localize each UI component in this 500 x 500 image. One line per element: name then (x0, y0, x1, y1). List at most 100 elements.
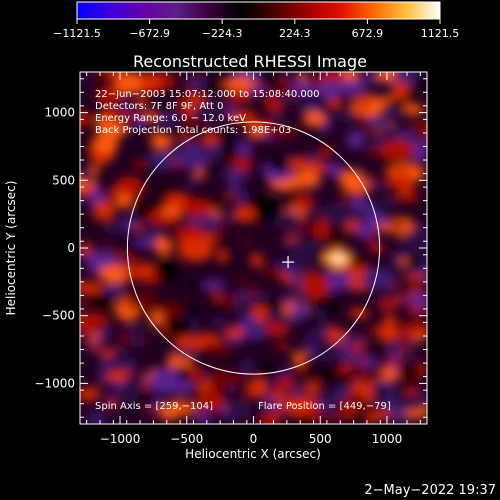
heat-blob (310, 307, 328, 320)
heat-blob (352, 196, 365, 209)
heat-blob (333, 108, 358, 124)
heat-blob (154, 257, 181, 282)
heat-blob (266, 126, 299, 139)
heat-blob (319, 203, 357, 224)
heat-blob (324, 234, 346, 247)
heat-blob (278, 72, 304, 81)
heat-blob (175, 133, 194, 141)
heat-blob (412, 128, 427, 137)
y-tick-label: −500 (42, 309, 75, 323)
heat-blob (402, 187, 418, 203)
heat-blob (121, 101, 133, 115)
x-tick-label: −500 (170, 432, 203, 446)
heat-blob (258, 412, 281, 424)
heat-blob (128, 292, 158, 310)
heat-blob (106, 399, 118, 409)
heat-blob (248, 125, 266, 137)
heat-blob (378, 298, 398, 311)
heat-blob (326, 161, 342, 178)
heat-blob (133, 392, 156, 409)
heat-blob (348, 392, 365, 409)
chart-title: Reconstructed RHESSI Image (133, 52, 367, 71)
heat-blob (379, 139, 415, 162)
heat-blob (157, 112, 178, 126)
heat-blob (98, 265, 129, 284)
heat-blob (262, 265, 284, 278)
heat-blob (103, 122, 127, 139)
heat-blob (193, 169, 207, 178)
heat-blob (330, 403, 346, 412)
y-tick-label: 500 (52, 173, 75, 187)
heat-blob (216, 221, 230, 232)
heatmap-image (80, 72, 427, 424)
heat-blob (252, 305, 268, 322)
heat-blob (257, 158, 271, 164)
y-tick-label: 1000 (44, 106, 75, 120)
x-tick-label: 0 (250, 432, 258, 446)
heat-blob (186, 177, 201, 185)
heat-blob (292, 415, 312, 424)
heat-blob (398, 361, 419, 380)
heat-blob (226, 192, 234, 200)
heat-blob (89, 165, 100, 174)
heat-blob (164, 317, 194, 337)
heat-blob (268, 157, 296, 172)
heat-blob (127, 323, 145, 340)
heat-blob (228, 182, 242, 191)
heat-blob (212, 291, 221, 302)
heat-blob (209, 195, 225, 206)
heat-blob (311, 250, 323, 260)
heat-blob (333, 385, 350, 399)
heat-blob (200, 342, 234, 355)
heat-blob (89, 288, 113, 310)
colorbar-tick-label: −224.3 (202, 27, 243, 40)
heat-blob (386, 98, 410, 110)
heat-blob (170, 343, 202, 359)
heat-blob (395, 295, 407, 302)
heat-blob (122, 304, 133, 312)
heat-blob (186, 213, 223, 229)
heat-blob (263, 322, 284, 332)
heat-blob (222, 76, 255, 92)
heat-blob (80, 281, 104, 294)
heat-blob (101, 242, 112, 249)
heat-blob (188, 282, 203, 292)
heat-blob (349, 248, 358, 255)
heat-blob (301, 272, 330, 300)
peak-source-center (335, 255, 344, 262)
heat-blob (246, 285, 259, 298)
colorbar-tick-label: 672.9 (352, 27, 384, 40)
heat-blob (370, 213, 389, 227)
heat-blob (226, 89, 253, 104)
heat-blob (370, 139, 384, 148)
heat-blob (401, 125, 411, 130)
heat-blob (80, 72, 88, 84)
heat-blob (238, 145, 252, 157)
heat-blob (288, 156, 309, 171)
heat-blob (129, 335, 147, 348)
annotation-line: Detectors: 7F 8F 9F, Att 0 (95, 101, 223, 112)
heat-blob (135, 96, 149, 109)
heat-blob (347, 366, 372, 380)
heat-blob (399, 239, 427, 256)
heat-blob (155, 237, 173, 255)
annotation-block: 22−Jun−2003 15:07:12.000 to 15:08:40.000… (95, 89, 320, 136)
heat-blob (326, 415, 338, 422)
heat-blob (365, 146, 382, 158)
heat-blob (381, 199, 393, 207)
heat-blob (388, 182, 402, 193)
heat-blob (356, 220, 375, 239)
spin-axis-marker (282, 256, 295, 269)
heat-blob (382, 315, 398, 327)
heat-blob (413, 333, 426, 341)
heat-blob (336, 372, 350, 385)
heat-blob (189, 72, 204, 79)
heat-blob (317, 80, 340, 100)
heat-blob (212, 320, 224, 326)
heat-blob (176, 365, 191, 382)
heat-blob (288, 240, 326, 267)
heat-blob (232, 157, 254, 171)
heat-blob (80, 110, 91, 127)
heat-blob (195, 411, 212, 424)
heat-blob (175, 336, 198, 349)
